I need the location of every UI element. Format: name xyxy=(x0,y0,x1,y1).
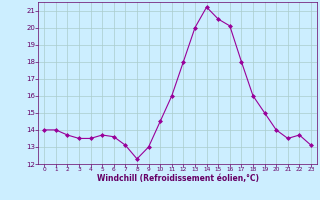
X-axis label: Windchill (Refroidissement éolien,°C): Windchill (Refroidissement éolien,°C) xyxy=(97,174,259,183)
